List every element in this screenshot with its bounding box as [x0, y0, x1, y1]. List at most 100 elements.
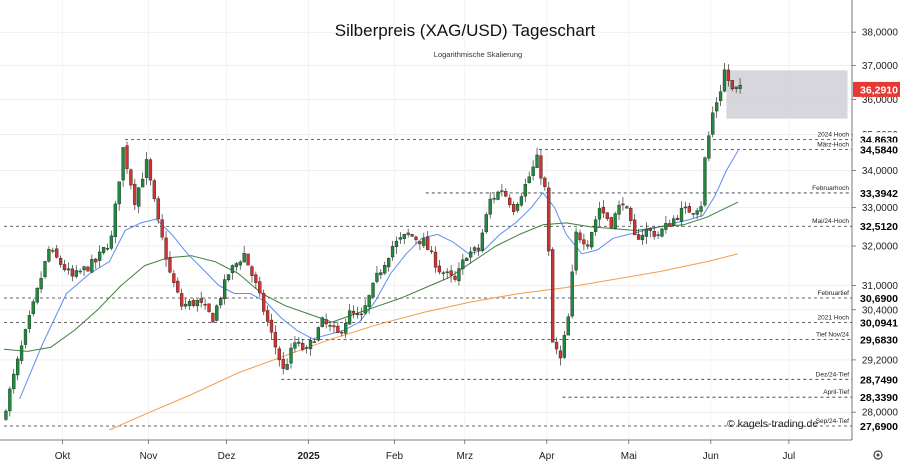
candle-body [273, 332, 278, 348]
candle-body [675, 217, 680, 220]
candle-body [410, 234, 414, 237]
candle-body [86, 266, 90, 272]
candle-body [605, 212, 609, 219]
candle-body [551, 249, 555, 343]
candle-body [195, 299, 199, 307]
candle-body [262, 293, 266, 312]
candle-body [371, 282, 375, 298]
chart-title: Silberpreis (XAG/USD) Tageschart [335, 21, 596, 40]
candle-body [113, 203, 117, 238]
candle-body [129, 169, 133, 186]
candle-body [324, 319, 328, 325]
candle-body [668, 223, 672, 227]
candle-body [82, 266, 86, 271]
candle-body [523, 184, 527, 197]
levels [4, 138, 852, 427]
candle-body [453, 275, 457, 280]
candle-body [289, 347, 293, 364]
candle-body [219, 298, 223, 306]
level-value-label: 30,0941 [860, 317, 898, 329]
candle-body [43, 261, 47, 277]
candle-body [703, 157, 707, 206]
candle-body [402, 234, 406, 239]
candle-body [12, 373, 16, 389]
candle-body [679, 207, 684, 222]
candle-body [582, 239, 586, 245]
candle-body [180, 293, 184, 307]
axes [0, 0, 853, 441]
candle-body [31, 301, 35, 315]
candle-body [8, 388, 12, 412]
candle-body [707, 135, 711, 159]
candle-body [508, 197, 512, 206]
candle-body [269, 319, 274, 333]
candle-body [461, 259, 465, 269]
grid [0, 0, 852, 440]
y-tick-label: 33,0000 [862, 203, 899, 214]
x-tick-label: Okt [55, 451, 71, 462]
candle-body [344, 323, 348, 334]
candle-body [94, 258, 98, 263]
current-price-tag [853, 81, 900, 97]
candle-body [90, 259, 94, 273]
level-label-bg [853, 142, 900, 157]
candle-body [398, 237, 403, 240]
candle-body [726, 69, 731, 81]
candle-body [78, 270, 82, 273]
candle-body [547, 187, 551, 252]
candle-body [633, 219, 637, 236]
candle-body [601, 206, 606, 214]
candle-body [187, 300, 192, 307]
candle-body [4, 410, 8, 420]
candle-body [390, 246, 395, 258]
candle-body [109, 235, 114, 249]
candle-body [558, 350, 563, 359]
candle-body [156, 198, 160, 220]
candle-body [590, 232, 594, 248]
candle-body [133, 183, 137, 205]
candle-body [230, 265, 235, 273]
candle-body [117, 181, 121, 205]
candle-body [472, 247, 477, 251]
candle-body [625, 206, 629, 209]
level-name-label: 2021 Hoch [818, 314, 850, 321]
highlight-zone-group [726, 70, 848, 119]
level-name-label: Dez/24-Tief [816, 371, 850, 378]
candle-body [336, 325, 340, 333]
candle-body [465, 258, 469, 262]
x-tick-label: Jul [783, 451, 796, 462]
level-name-label: Februarhoch [812, 185, 849, 192]
candle-body [152, 180, 156, 200]
y-tick-label: 29,2000 [862, 355, 899, 366]
candle-body [504, 191, 508, 197]
level-value-label: 30,6900 [860, 293, 898, 305]
candle-body [527, 176, 531, 184]
candle-body [433, 251, 438, 268]
candle-body [445, 271, 449, 274]
candle-body [629, 208, 633, 221]
level-name-label: März-Hoch [817, 141, 849, 148]
y-tick-label: 31,0000 [862, 281, 899, 292]
candle-body [66, 268, 71, 271]
candle-body [285, 364, 289, 370]
candle-body [101, 247, 106, 253]
settings-icon[interactable] [873, 450, 883, 460]
candle-body [222, 279, 227, 300]
candle-body [656, 234, 660, 236]
x-ticks: Okt Nov Dez 2025 Feb Mrz Apr Mai Jun Jul [55, 440, 796, 462]
candle-body [242, 253, 246, 263]
candle-body [383, 265, 387, 274]
level-name-label: Tief Nov/24 [816, 332, 849, 339]
candle-body [418, 241, 422, 245]
candle-body [457, 268, 461, 282]
x-tick-label: Nov [140, 451, 158, 462]
candle-body [617, 204, 621, 215]
candle-body [125, 145, 129, 169]
candle-body [664, 223, 668, 230]
chart-subtitle: Logarithmische Skalierung [434, 50, 522, 59]
candle-body [414, 236, 418, 240]
candle-body [308, 340, 313, 350]
candle-body [23, 329, 28, 345]
candle-body [265, 310, 270, 322]
candle-body [172, 273, 176, 283]
